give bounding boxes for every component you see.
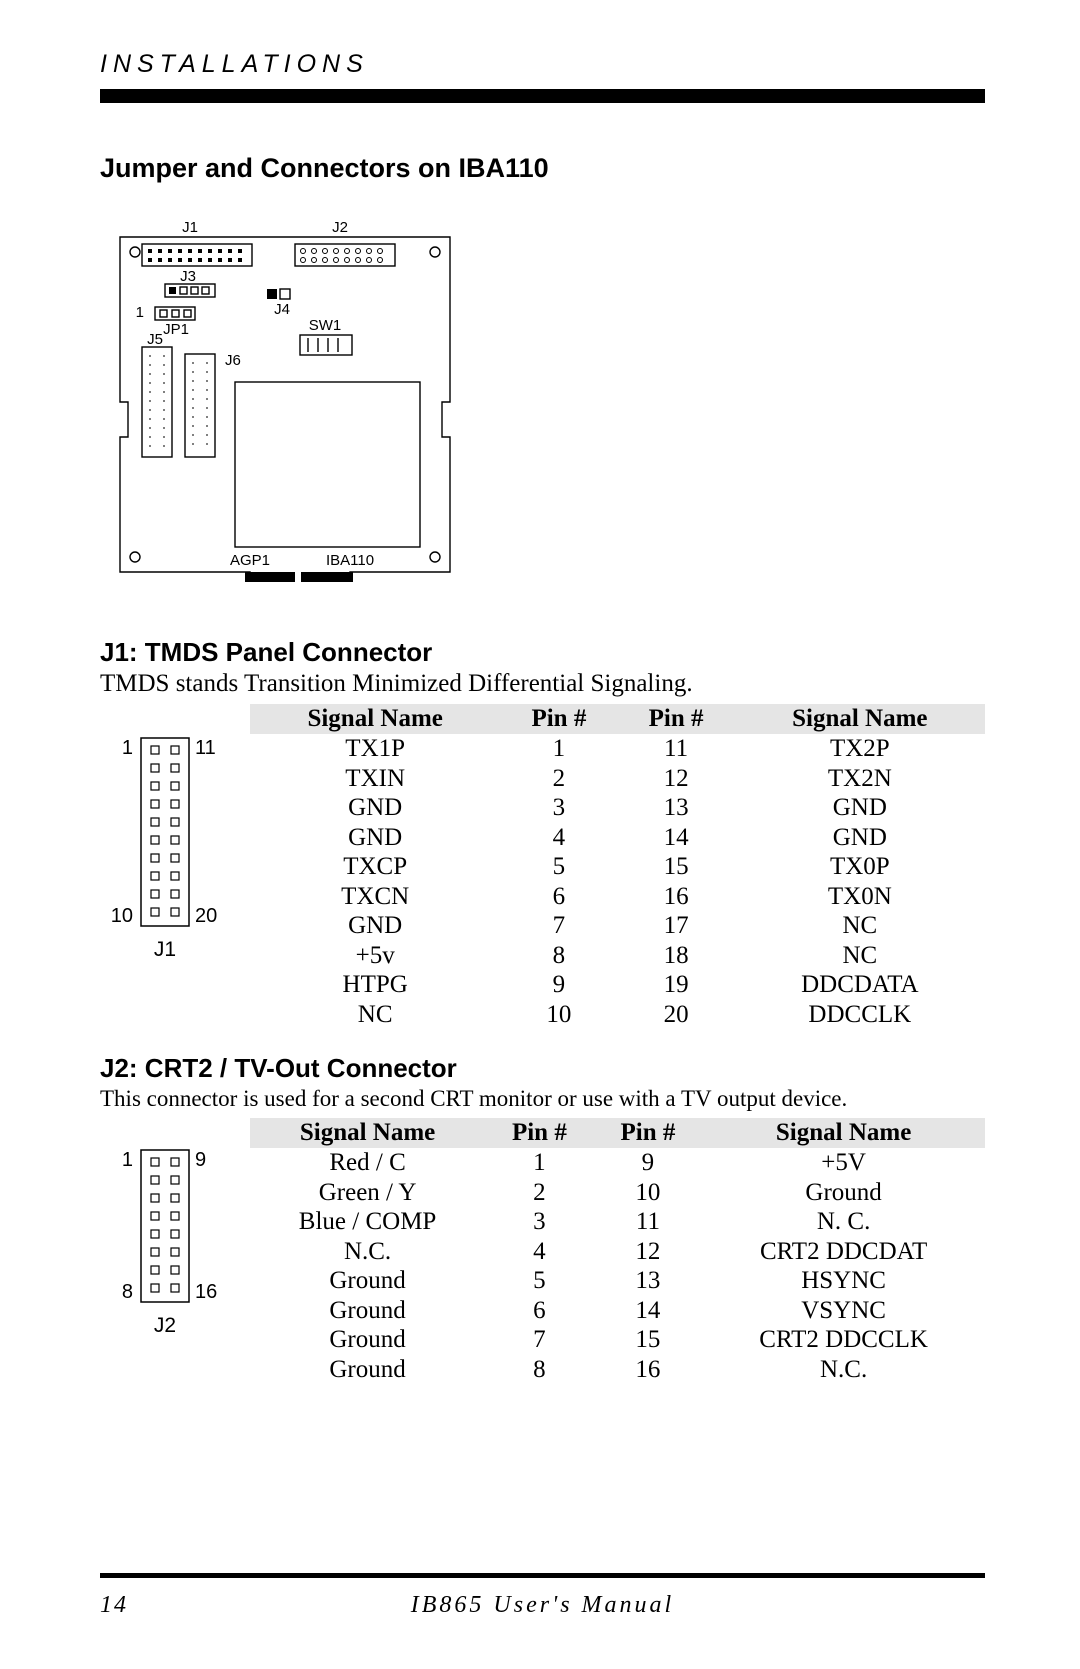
j2-block: 19816 J2 Signal NamePin #Pin #Signal Nam… bbox=[100, 1118, 985, 1384]
j1-table: Signal NamePin #Pin #Signal NameTX1P111T… bbox=[250, 704, 985, 1029]
j2-title: J2: CRT2 / TV-Out Connector bbox=[100, 1053, 985, 1084]
j1-desc: TMDS stands Transition Minimized Differe… bbox=[100, 670, 985, 698]
column-header: Pin # bbox=[594, 1118, 703, 1148]
column-header: Pin # bbox=[500, 704, 617, 734]
svg-text:1: 1 bbox=[122, 737, 133, 759]
svg-text:AGP1: AGP1 bbox=[230, 552, 270, 569]
table-row: TXCP515TX0P bbox=[250, 852, 985, 882]
j1-pin-diagram: 1111020 J1 bbox=[100, 732, 230, 962]
svg-text:8: 8 bbox=[122, 1281, 133, 1303]
column-header: Pin # bbox=[617, 704, 734, 734]
table-row: TXCN616TX0N bbox=[250, 882, 985, 912]
j1-block: 1111020 J1 Signal NamePin #Pin #Signal N… bbox=[100, 704, 985, 1029]
svg-text:11: 11 bbox=[195, 737, 216, 759]
column-header: Signal Name bbox=[250, 704, 500, 734]
svg-text:J2: J2 bbox=[332, 219, 348, 236]
footer-rule bbox=[100, 1573, 985, 1578]
j2-desc: This connector is used for a second CRT … bbox=[100, 1086, 985, 1112]
table-row: Blue / COMP311N. C. bbox=[250, 1207, 985, 1237]
page-number: 14 bbox=[100, 1592, 220, 1619]
svg-text:1: 1 bbox=[136, 304, 144, 321]
svg-text:JP1: JP1 bbox=[163, 321, 189, 338]
table-row: GND414GND bbox=[250, 823, 985, 853]
column-header: Signal Name bbox=[735, 704, 985, 734]
svg-text:IBA110: IBA110 bbox=[326, 552, 374, 569]
page-header: INSTALLATIONS bbox=[100, 50, 985, 103]
svg-text:20: 20 bbox=[195, 905, 217, 927]
table-row: TX1P111TX2P bbox=[250, 734, 985, 764]
svg-text:10: 10 bbox=[111, 905, 133, 927]
j2-pin-diagram: 19816 J2 bbox=[100, 1144, 230, 1338]
section-label: INSTALLATIONS bbox=[100, 50, 985, 79]
table-row: GND313GND bbox=[250, 793, 985, 823]
j2-table: Signal NamePin #Pin #Signal NameRed / C1… bbox=[250, 1118, 985, 1384]
page-footer: 14 IB865 User's Manual bbox=[100, 1573, 985, 1619]
column-header: Pin # bbox=[485, 1118, 594, 1148]
manual-title: IB865 User's Manual bbox=[220, 1592, 865, 1619]
header-rule bbox=[100, 89, 985, 103]
column-header: Signal Name bbox=[702, 1118, 985, 1148]
table-row: Ground816N.C. bbox=[250, 1355, 985, 1385]
table-row: TXIN212TX2N bbox=[250, 764, 985, 794]
table-row: GND717NC bbox=[250, 911, 985, 941]
svg-text:1: 1 bbox=[122, 1149, 133, 1171]
page-title: Jumper and Connectors on IBA110 bbox=[100, 153, 985, 184]
table-row: Green / Y210Ground bbox=[250, 1178, 985, 1208]
column-header: Signal Name bbox=[250, 1118, 485, 1148]
table-row: HTPG919DDCDATA bbox=[250, 970, 985, 1000]
svg-text:J6: J6 bbox=[225, 352, 241, 369]
board-diagram: J1 J2 J3 J4 1 JP1 bbox=[100, 202, 985, 597]
table-row: Ground614VSYNC bbox=[250, 1296, 985, 1326]
svg-text:SW1: SW1 bbox=[309, 317, 342, 334]
table-row: Ground513HSYNC bbox=[250, 1266, 985, 1296]
table-row: N.C.412CRT2 DDCDAT bbox=[250, 1237, 985, 1267]
table-row: Ground715CRT2 DDCCLK bbox=[250, 1325, 985, 1355]
svg-text:9: 9 bbox=[195, 1149, 206, 1171]
table-row: +5v818NC bbox=[250, 941, 985, 971]
table-row: NC1020DDCCLK bbox=[250, 1000, 985, 1030]
table-row: Red / C19+5V bbox=[250, 1148, 985, 1178]
svg-text:J1: J1 bbox=[182, 219, 198, 236]
svg-text:J4: J4 bbox=[274, 301, 290, 318]
svg-text:J5: J5 bbox=[147, 331, 163, 348]
j1-title: J1: TMDS Panel Connector bbox=[100, 637, 985, 668]
svg-text:J3: J3 bbox=[180, 268, 196, 285]
svg-text:16: 16 bbox=[195, 1281, 217, 1303]
